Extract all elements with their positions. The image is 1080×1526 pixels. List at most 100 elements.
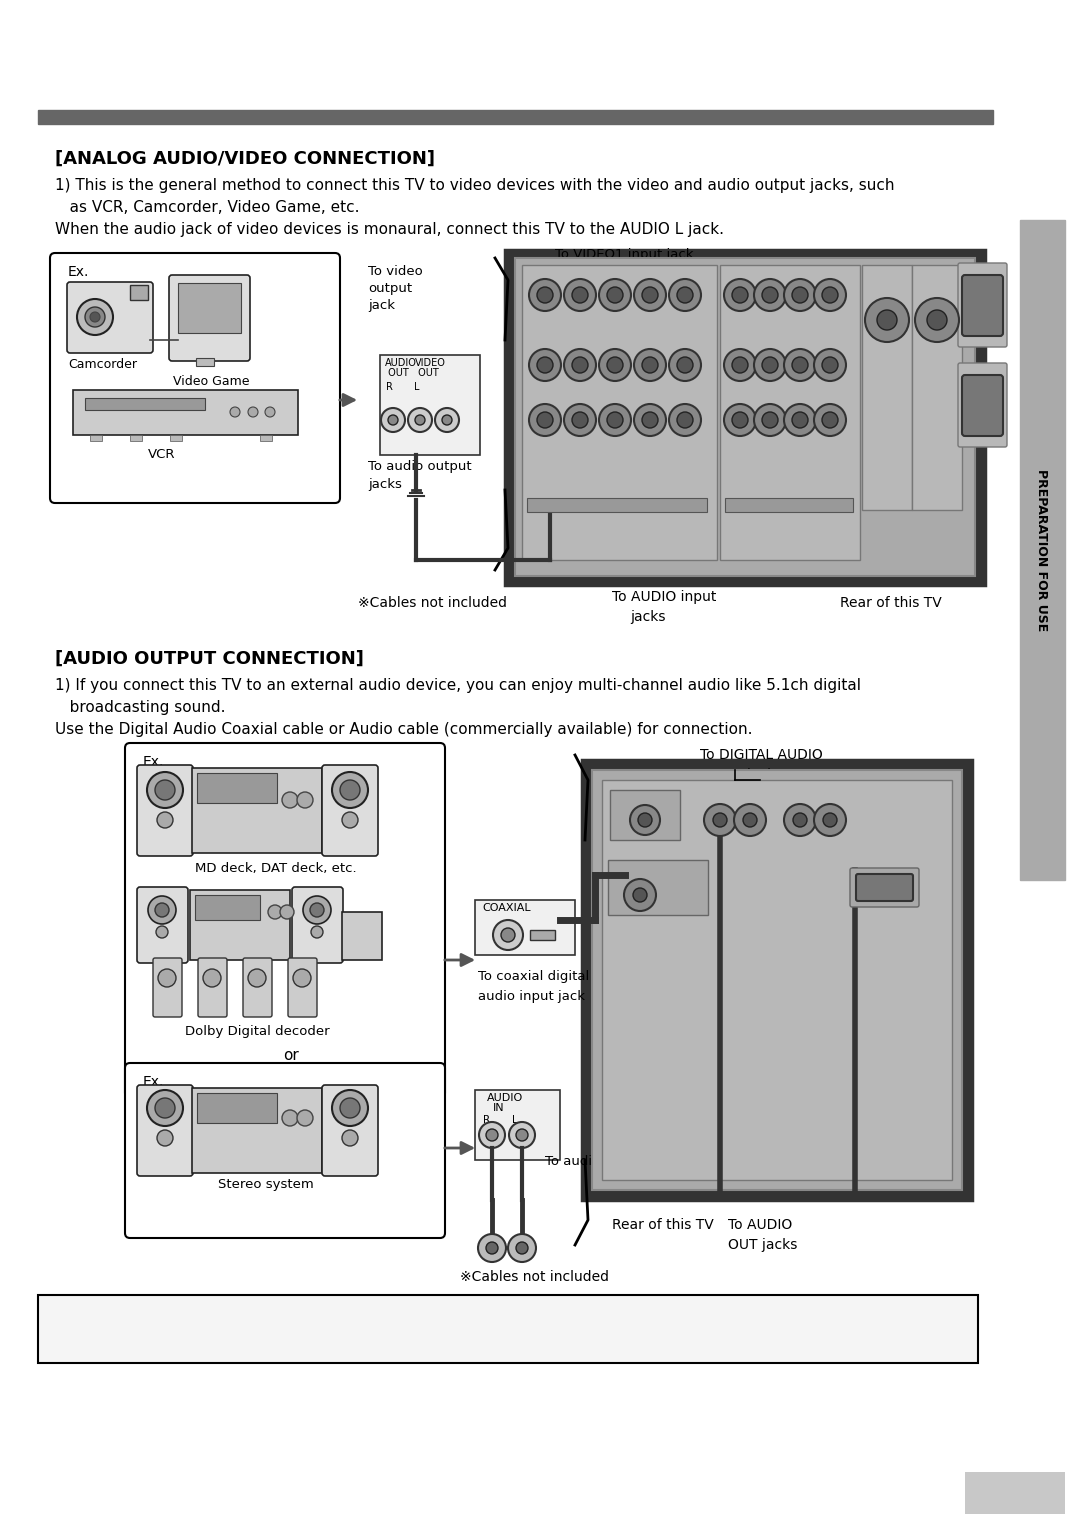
FancyBboxPatch shape (125, 743, 445, 1099)
Bar (178, 282, 241, 333)
Text: S-VIDEO1: S-VIDEO1 (962, 269, 998, 278)
Bar (530, 929, 555, 940)
Circle shape (415, 415, 426, 426)
Circle shape (293, 969, 311, 987)
Text: Stereo system: Stereo system (218, 1178, 314, 1190)
Text: jacks: jacks (368, 478, 402, 491)
Circle shape (332, 1090, 368, 1126)
Text: as VCR, Camcorder, Video Game, etc.: as VCR, Camcorder, Video Game, etc. (55, 200, 360, 215)
FancyBboxPatch shape (288, 958, 318, 1016)
Circle shape (388, 415, 399, 426)
Bar (90, 435, 102, 441)
Text: PREPARATION FOR USE: PREPARATION FOR USE (1036, 468, 1049, 632)
Circle shape (642, 412, 658, 427)
Circle shape (310, 903, 324, 917)
Circle shape (732, 287, 748, 304)
Circle shape (633, 888, 647, 902)
Text: AUDIO: AUDIO (635, 269, 664, 278)
Circle shape (599, 349, 631, 382)
Text: audio input jack: audio input jack (478, 990, 585, 1003)
Circle shape (743, 813, 757, 827)
Text: broadcasting sound.: broadcasting sound. (55, 700, 226, 716)
Text: OUT jack: OUT jack (713, 768, 775, 781)
Circle shape (784, 804, 816, 836)
Circle shape (814, 349, 846, 382)
Text: AUDIO: AUDIO (636, 388, 664, 397)
Circle shape (537, 357, 553, 372)
Bar (192, 1088, 322, 1173)
Bar (608, 861, 708, 916)
Bar (602, 780, 951, 1180)
Circle shape (203, 969, 221, 987)
Text: 1) This is the general method to connect this TV to video devices with the video: 1) This is the general method to connect… (55, 179, 894, 192)
Bar (1020, 220, 1065, 881)
Bar (260, 435, 272, 441)
Text: VIDEO1: VIDEO1 (920, 501, 951, 510)
Circle shape (230, 407, 240, 417)
Text: Use the Digital Audio Coaxial cable or Audio cable (commercially available) for : Use the Digital Audio Coaxial cable or A… (55, 722, 753, 737)
Circle shape (822, 412, 838, 427)
Circle shape (564, 349, 596, 382)
Text: Y: Y (738, 269, 743, 278)
Circle shape (677, 287, 693, 304)
Circle shape (248, 969, 266, 987)
Circle shape (624, 879, 656, 911)
Circle shape (147, 772, 183, 807)
Circle shape (342, 1129, 357, 1146)
Text: R: R (386, 382, 393, 392)
Text: Pb: Pb (765, 269, 775, 278)
Circle shape (732, 412, 748, 427)
Circle shape (157, 812, 173, 829)
Circle shape (732, 357, 748, 372)
Circle shape (501, 928, 515, 942)
Circle shape (704, 804, 735, 836)
Circle shape (669, 404, 701, 436)
Text: To coaxial digital: To coaxial digital (478, 971, 590, 983)
Circle shape (297, 792, 313, 807)
Text: Pb: Pb (575, 333, 585, 342)
Circle shape (754, 349, 786, 382)
Text: Pr: Pr (611, 333, 619, 342)
Text: To audio output: To audio output (368, 459, 472, 473)
FancyBboxPatch shape (50, 253, 340, 504)
Circle shape (572, 287, 588, 304)
Text: OUT: OUT (384, 368, 408, 378)
Circle shape (784, 349, 816, 382)
Text: AUDIO: AUDIO (786, 333, 813, 342)
FancyBboxPatch shape (962, 375, 1003, 436)
Circle shape (677, 412, 693, 427)
Circle shape (822, 357, 838, 372)
Circle shape (508, 1235, 536, 1262)
Bar (170, 435, 183, 441)
Circle shape (634, 404, 666, 436)
Circle shape (638, 813, 652, 827)
Text: To audio input jacks: To audio input jacks (545, 1155, 677, 1167)
Text: AUDIO: AUDIO (793, 790, 825, 800)
Bar (720, 266, 860, 560)
Text: R: R (745, 839, 752, 850)
Text: AUDIO: AUDIO (815, 269, 845, 278)
Circle shape (156, 903, 168, 917)
Text: DIGITAL: DIGITAL (612, 864, 647, 871)
Text: jack: jack (368, 299, 395, 311)
Text: Ex.: Ex. (68, 266, 90, 279)
Circle shape (915, 298, 959, 342)
Text: Rear of this TV: Rear of this TV (840, 597, 942, 610)
Bar (527, 497, 707, 513)
Text: AUDIO: AUDIO (487, 1093, 523, 1103)
FancyBboxPatch shape (856, 874, 913, 900)
Text: L: L (512, 1116, 517, 1125)
Text: VIDEO2: VIDEO2 (872, 501, 904, 510)
Text: 11: 11 (994, 1476, 1036, 1505)
Bar (475, 1090, 561, 1160)
FancyBboxPatch shape (38, 1296, 978, 1363)
Circle shape (865, 298, 909, 342)
Bar (610, 790, 680, 839)
Circle shape (822, 287, 838, 304)
Circle shape (442, 415, 453, 426)
Text: ※Cables not included: ※Cables not included (460, 1270, 609, 1283)
Circle shape (724, 279, 756, 311)
Text: Pb: Pb (575, 269, 585, 278)
Circle shape (607, 287, 623, 304)
Circle shape (792, 412, 808, 427)
